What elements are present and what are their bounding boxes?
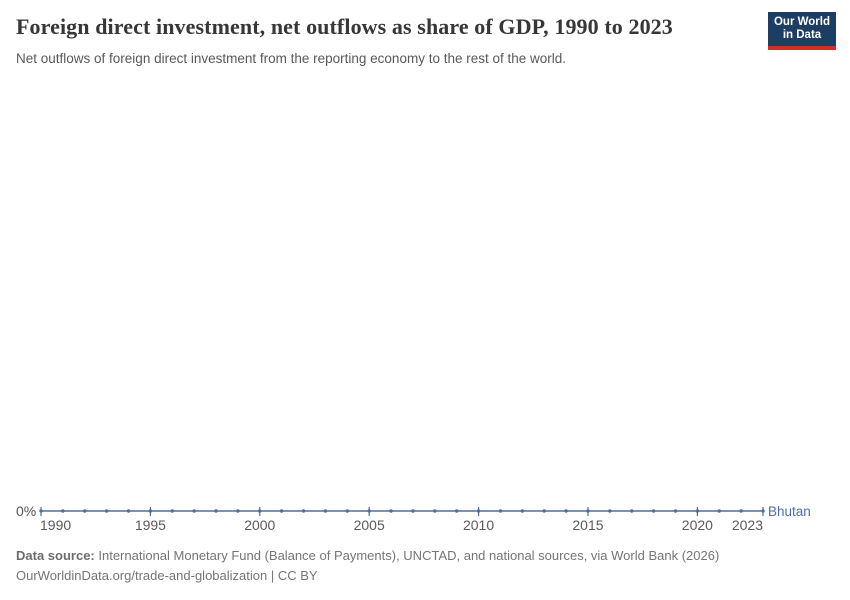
chart-title: Foreign direct investment, net outflows … xyxy=(16,14,673,39)
data-point-marker xyxy=(476,509,481,513)
data-point-marker xyxy=(345,509,350,513)
data-point-marker xyxy=(39,509,43,513)
owid-logo: Our World in Data xyxy=(768,12,836,50)
data-source-label: Data source: xyxy=(16,548,95,563)
data-point-marker xyxy=(761,509,765,513)
data-point-marker xyxy=(279,509,284,513)
data-point-marker xyxy=(83,509,87,513)
x-axis-tick-label: 2015 xyxy=(572,517,604,533)
data-source-text: International Monetary Fund (Balance of … xyxy=(94,548,720,563)
series-entity-label: Bhutan xyxy=(768,503,811,519)
x-axis-tick-label: 2010 xyxy=(462,517,495,533)
data-point-marker xyxy=(301,509,306,513)
footer-data-source: Data source: International Monetary Fund… xyxy=(16,548,719,564)
data-point-marker xyxy=(651,509,656,513)
x-axis-tick-label: 1995 xyxy=(134,517,166,533)
data-point-marker xyxy=(104,509,109,513)
x-axis-tick-label: 2005 xyxy=(353,517,385,533)
data-point-marker xyxy=(630,509,634,513)
x-axis-tick-label: 2023 xyxy=(731,517,763,533)
data-point-marker xyxy=(542,509,546,513)
owid-logo-line1: Our World xyxy=(773,16,830,28)
data-point-marker xyxy=(411,509,415,513)
data-point-marker xyxy=(695,509,700,513)
data-point-marker xyxy=(236,509,240,513)
data-point-marker xyxy=(673,509,678,513)
y-axis-tick-label: 0% xyxy=(16,503,37,519)
data-point-marker xyxy=(433,509,437,513)
data-point-marker xyxy=(717,509,721,513)
data-point-marker xyxy=(367,509,371,513)
owid-logo-line2: in Data xyxy=(782,29,822,41)
data-point-marker xyxy=(170,509,174,513)
data-point-marker xyxy=(498,509,503,513)
data-point-marker xyxy=(389,509,393,513)
data-point-marker xyxy=(739,509,743,513)
chart-subtitle: Net outflows of foreign direct investmen… xyxy=(16,51,567,66)
data-point-marker xyxy=(323,509,328,513)
data-point-marker xyxy=(564,509,568,513)
data-point-marker xyxy=(126,509,131,513)
data-point-marker xyxy=(520,509,525,513)
x-axis-tick-label: 1990 xyxy=(40,517,72,533)
data-point-marker xyxy=(214,509,218,513)
data-point-marker xyxy=(454,509,459,513)
footer-citation: OurWorldinData.org/trade-and-globalizati… xyxy=(16,568,318,583)
data-point-marker xyxy=(148,509,153,513)
x-axis-tick-label: 2020 xyxy=(681,517,713,533)
data-point-marker xyxy=(608,509,612,513)
data-point-marker xyxy=(586,509,590,513)
data-point-marker xyxy=(192,509,196,513)
data-point-marker xyxy=(258,509,262,513)
x-axis-tick-label: 2000 xyxy=(244,517,276,533)
data-point-marker xyxy=(61,509,65,513)
